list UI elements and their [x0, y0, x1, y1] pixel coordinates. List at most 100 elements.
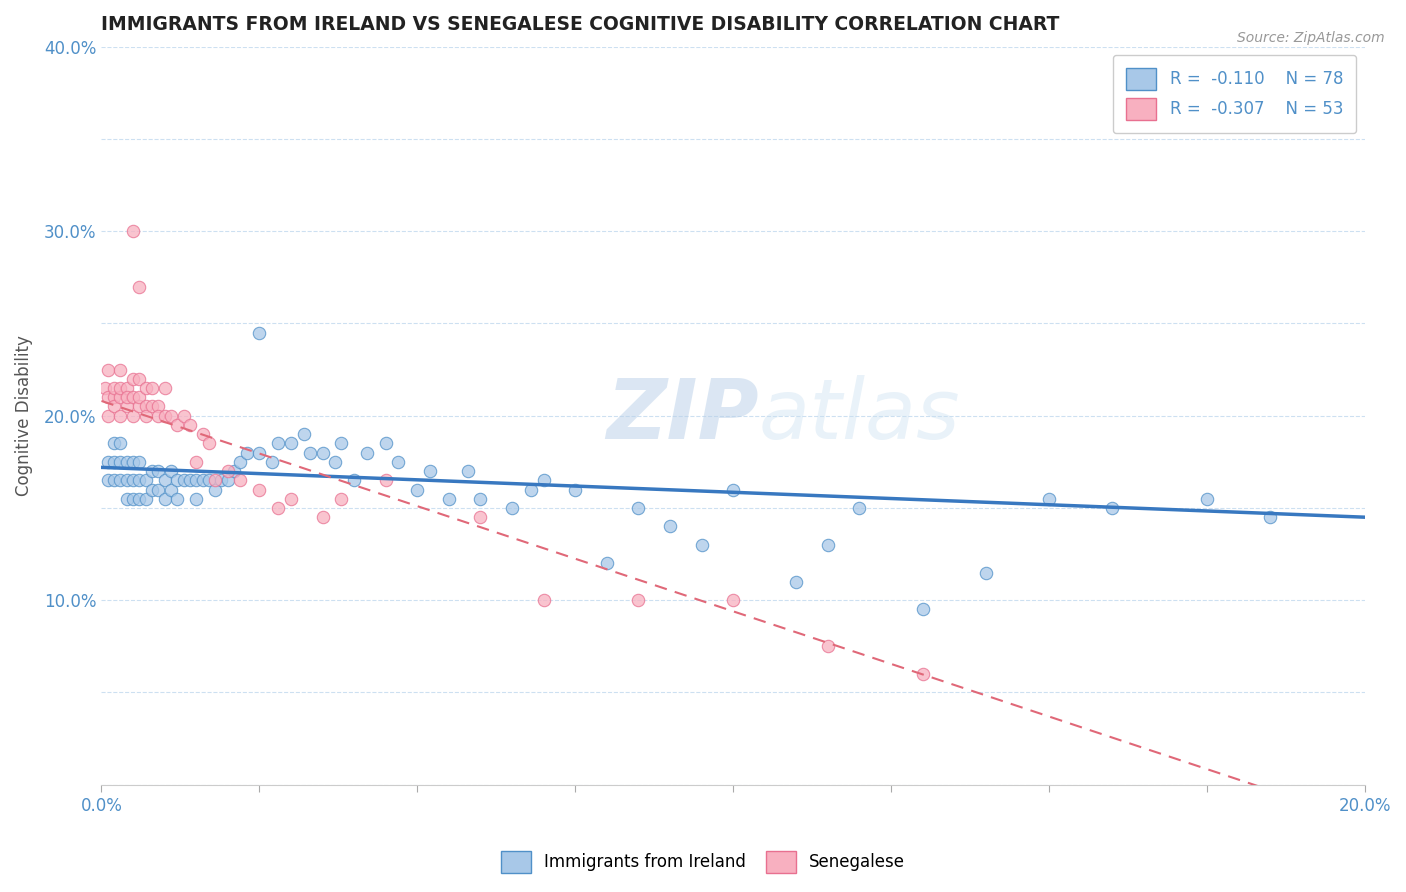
Text: ZIP: ZIP — [606, 376, 758, 456]
Point — [298, 445, 321, 459]
Point — [110, 390, 132, 404]
Point — [135, 381, 157, 395]
Legend: Immigrants from Ireland, Senegalese: Immigrants from Ireland, Senegalese — [494, 845, 912, 880]
Point — [1195, 491, 1218, 506]
Point — [374, 473, 396, 487]
Point — [235, 445, 257, 459]
Point — [419, 464, 441, 478]
Point — [97, 390, 120, 404]
Point — [186, 455, 208, 469]
Point — [128, 455, 150, 469]
Point — [128, 390, 150, 404]
Point — [247, 483, 270, 497]
Point — [110, 436, 132, 450]
Point — [817, 538, 839, 552]
Point — [128, 473, 150, 487]
Point — [330, 436, 353, 450]
Point — [406, 483, 429, 497]
Point — [122, 372, 145, 386]
Point — [128, 372, 150, 386]
Text: IMMIGRANTS FROM IRELAND VS SENEGALESE COGNITIVE DISABILITY CORRELATION CHART: IMMIGRANTS FROM IRELAND VS SENEGALESE CO… — [101, 15, 1060, 34]
Point — [470, 491, 492, 506]
Point — [229, 455, 252, 469]
Point — [166, 417, 188, 432]
Point — [141, 381, 163, 395]
Point — [122, 224, 145, 238]
Point — [186, 491, 208, 506]
Point — [217, 473, 239, 487]
Point — [153, 381, 176, 395]
Point — [135, 400, 157, 414]
Point — [260, 455, 283, 469]
Point — [785, 574, 807, 589]
Point — [110, 473, 132, 487]
Point — [153, 491, 176, 506]
Point — [141, 400, 163, 414]
Point — [148, 409, 170, 423]
Point — [148, 400, 170, 414]
Point — [911, 602, 934, 616]
Point — [191, 427, 214, 442]
Point — [110, 409, 132, 423]
Point — [122, 390, 145, 404]
Point — [470, 510, 492, 524]
Point — [911, 667, 934, 681]
Point — [457, 464, 479, 478]
Point — [1101, 500, 1123, 515]
Point — [211, 473, 233, 487]
Point — [97, 409, 120, 423]
Point — [564, 483, 586, 497]
Point — [148, 483, 170, 497]
Text: Source: ZipAtlas.com: Source: ZipAtlas.com — [1237, 31, 1385, 45]
Point — [103, 400, 125, 414]
Point — [229, 473, 252, 487]
Point — [501, 500, 523, 515]
Point — [817, 640, 839, 654]
Legend: R =  -0.110    N = 78, R =  -0.307    N = 53: R = -0.110 N = 78, R = -0.307 N = 53 — [1114, 55, 1357, 133]
Point — [103, 390, 125, 404]
Point — [280, 436, 302, 450]
Point — [848, 500, 870, 515]
Point — [311, 445, 333, 459]
Point — [280, 491, 302, 506]
Point — [179, 417, 201, 432]
Point — [103, 473, 125, 487]
Point — [191, 473, 214, 487]
Point — [160, 483, 183, 497]
Point — [122, 491, 145, 506]
Point — [115, 400, 138, 414]
Point — [690, 538, 713, 552]
Point — [97, 473, 120, 487]
Point — [247, 326, 270, 340]
Point — [128, 491, 150, 506]
Point — [110, 455, 132, 469]
Point — [356, 445, 378, 459]
Point — [533, 473, 555, 487]
Point — [1038, 491, 1060, 506]
Point — [110, 362, 132, 376]
Point — [343, 473, 366, 487]
Point — [186, 473, 208, 487]
Point — [135, 409, 157, 423]
Point — [1258, 510, 1281, 524]
Point — [97, 455, 120, 469]
Text: atlas: atlas — [758, 376, 960, 456]
Point — [387, 455, 409, 469]
Point — [93, 381, 115, 395]
Point — [115, 491, 138, 506]
Point — [103, 455, 125, 469]
Point — [658, 519, 681, 533]
Point — [115, 473, 138, 487]
Point — [974, 566, 997, 580]
Point — [103, 381, 125, 395]
Point — [153, 409, 176, 423]
Point — [292, 427, 315, 442]
Point — [198, 436, 221, 450]
Point — [267, 436, 290, 450]
Y-axis label: Cognitive Disability: Cognitive Disability — [15, 335, 32, 496]
Point — [627, 593, 650, 607]
Point — [122, 455, 145, 469]
Point — [311, 510, 333, 524]
Point — [217, 464, 239, 478]
Point — [141, 483, 163, 497]
